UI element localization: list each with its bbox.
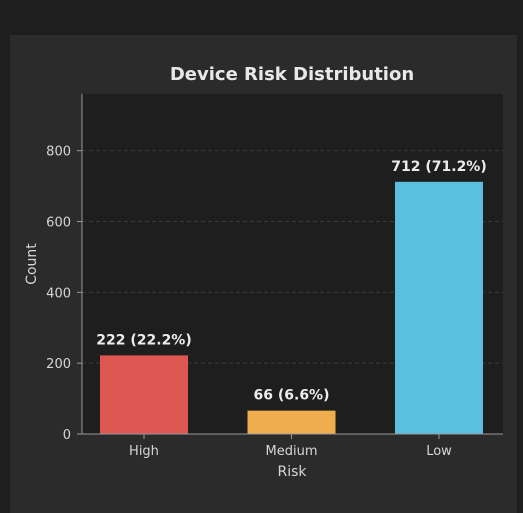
bar-low [395, 181, 483, 434]
x-tick-label: Medium [266, 444, 318, 459]
bars [100, 181, 483, 434]
y-tick-label: 200 [46, 357, 71, 372]
bar-high [100, 355, 188, 434]
y-axis-label: Count [24, 243, 40, 285]
x-axis-ticks: High Medium Low [129, 434, 452, 459]
data-labels: 222 (22.2%) 66 (6.6%) 712 (71.2%) [96, 159, 486, 404]
data-label: 66 (6.6%) [254, 388, 330, 404]
data-label: 222 (22.2%) [96, 332, 191, 348]
y-tick-label: 600 [46, 216, 71, 231]
bar-medium [247, 410, 336, 434]
y-tick-label: 800 [46, 145, 71, 160]
x-tick-label: High [129, 444, 159, 459]
y-tick-label: 400 [46, 286, 71, 301]
y-tick-label: 0 [63, 428, 71, 443]
y-axis-ticks: 0 200 400 600 800 [46, 145, 82, 443]
data-label: 712 (71.2%) [391, 159, 486, 175]
x-axis-label: Risk [277, 464, 307, 480]
chart-title: Device Risk Distribution [170, 64, 414, 85]
x-tick-label: Low [426, 444, 452, 459]
